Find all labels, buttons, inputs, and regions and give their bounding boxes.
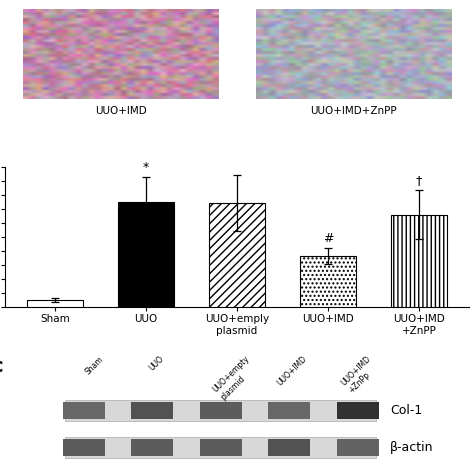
Bar — [209, 203, 265, 307]
Bar — [200, 402, 242, 419]
Text: UUO+IMD+ZnPP: UUO+IMD+ZnPP — [310, 106, 396, 116]
Bar — [337, 439, 379, 456]
Bar — [63, 439, 105, 456]
Bar — [391, 215, 447, 307]
Text: UUO+IMD: UUO+IMD — [95, 106, 147, 116]
Text: UUO+IMD
+ZnPp: UUO+IMD +ZnPp — [339, 354, 380, 395]
Bar — [268, 402, 310, 419]
Bar — [118, 202, 174, 307]
Bar — [65, 400, 376, 421]
Bar — [131, 439, 173, 456]
Text: †: † — [416, 174, 422, 187]
Text: *: * — [143, 162, 149, 174]
Text: β-actin: β-actin — [390, 441, 434, 454]
Text: #: # — [323, 232, 333, 245]
Text: UUO: UUO — [147, 354, 166, 373]
Bar — [200, 439, 242, 456]
Text: Sham: Sham — [84, 354, 105, 376]
Bar — [131, 402, 173, 419]
Bar — [27, 300, 83, 307]
Bar — [65, 437, 376, 458]
Bar — [337, 402, 379, 419]
Text: UUO+empty
plasmid: UUO+empty plasmid — [211, 354, 259, 402]
Bar — [63, 402, 105, 419]
Bar — [300, 256, 356, 307]
Text: c: c — [0, 356, 2, 375]
Bar — [268, 439, 310, 456]
Text: Col-1: Col-1 — [390, 404, 422, 417]
Text: UUO+IMD: UUO+IMD — [275, 354, 309, 387]
